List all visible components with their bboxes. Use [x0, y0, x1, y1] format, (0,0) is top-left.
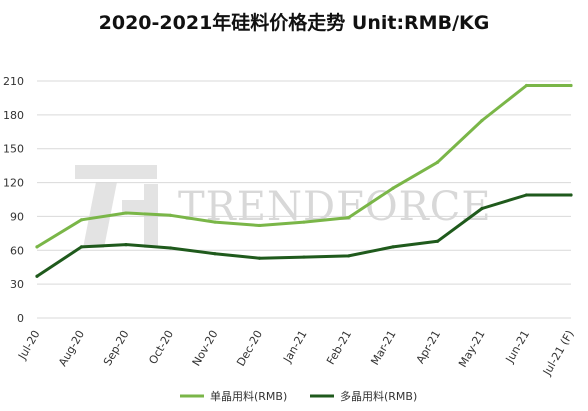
- x-tick-label: Feb-21: [324, 328, 354, 367]
- data-point: [257, 256, 262, 260]
- legend-item-1: 多晶用料(RMB): [310, 389, 417, 403]
- data-point: [435, 239, 440, 243]
- data-point: [435, 160, 440, 164]
- data-point: [168, 213, 173, 217]
- x-tick-label: Apr-21: [414, 328, 443, 366]
- legend-label: 多晶用料(RMB): [340, 389, 417, 403]
- data-point: [391, 245, 395, 249]
- y-tick-label: 60: [10, 244, 24, 257]
- data-point: [168, 246, 173, 250]
- x-tick-label: Dec-20: [234, 328, 265, 369]
- data-point: [124, 211, 128, 215]
- x-tick-label: Oct-20: [146, 328, 176, 367]
- series-1: [35, 193, 573, 278]
- x-tick-label: Jul-20: [15, 328, 42, 362]
- data-point: [35, 245, 39, 249]
- x-tick-label: Nov-20: [190, 328, 221, 368]
- x-tick-label: Jul-21 (F): [540, 328, 577, 378]
- data-point: [480, 118, 484, 123]
- legend-label: 单晶用料(RMB): [210, 389, 287, 403]
- data-point: [346, 215, 351, 220]
- y-tick-label: 30: [10, 278, 24, 291]
- trendforce-watermark: TRENDFORCE: [75, 165, 491, 248]
- data-point: [480, 206, 484, 211]
- data-point: [79, 218, 84, 222]
- data-point: [524, 83, 529, 88]
- x-tick-label: Jun-21: [503, 328, 532, 366]
- data-point: [569, 193, 573, 197]
- data-point: [124, 243, 128, 247]
- legend-item-0: 单晶用料(RMB): [180, 389, 287, 403]
- data-point: [79, 245, 84, 249]
- data-point: [302, 220, 306, 224]
- data-point: [35, 274, 39, 278]
- x-tick-label: Aug-20: [56, 328, 87, 369]
- data-point: [524, 193, 529, 197]
- data-point: [213, 220, 217, 224]
- y-tick-label: 180: [3, 109, 24, 122]
- trendforce-logo-icon: [75, 165, 158, 248]
- data-point: [391, 186, 395, 190]
- data-point: [346, 254, 351, 258]
- x-tick-label: May-21: [456, 328, 488, 370]
- y-tick-label: 90: [10, 210, 24, 223]
- series-0: [35, 83, 573, 249]
- x-tick-label: Jan-21: [280, 328, 309, 366]
- data-point: [213, 252, 217, 256]
- y-tick-label: 210: [3, 75, 24, 88]
- data-point: [257, 223, 262, 228]
- y-tick-label: 150: [3, 143, 24, 156]
- x-tick-label: Sep-20: [101, 328, 132, 368]
- y-tick-label: 0: [17, 312, 24, 325]
- y-tick-label: 120: [3, 177, 24, 190]
- data-point: [569, 83, 573, 88]
- data-point: [302, 255, 306, 259]
- x-tick-label: Mar-21: [368, 328, 398, 367]
- chart-title: 2020-2021年硅料价格走势 Unit:RMB/KG: [98, 12, 490, 34]
